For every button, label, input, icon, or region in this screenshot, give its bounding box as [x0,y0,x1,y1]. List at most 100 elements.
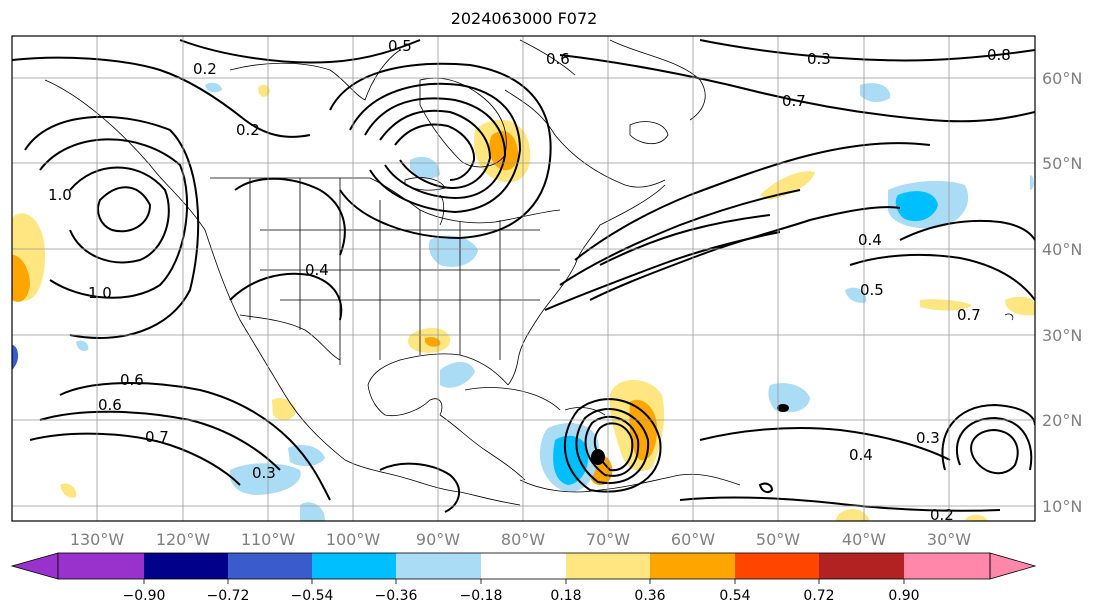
shade-negative [410,156,440,179]
shade-negative [76,340,89,352]
colorbar-segment [481,553,566,579]
colorbar-tick-label: −0.90 [123,588,166,604]
lon-label: 70°W [586,530,630,549]
us-canada-border [210,177,561,224]
contour-labels: 0.5 0.2 0.6 0.3 0.7 0.8 1.0 0.2 0.4 0.4 … [48,37,1011,521]
contour-line [59,382,331,501]
shade-negative [428,235,478,267]
colorbar-tick-label: 0.36 [634,588,665,604]
contour-line [12,56,311,138]
map-background [12,36,1035,521]
contour-line [29,432,241,486]
canary-islands [1004,313,1014,321]
lat-label: 40°N [1042,240,1082,259]
shade-negative [860,83,891,102]
shade-positive [258,84,270,97]
shade-positive [920,299,972,311]
contour-label: 0.5 [860,281,884,299]
lat-label: 10°N [1042,497,1082,516]
contour-label: 0.2 [236,121,260,139]
us-mexico-border [239,314,341,361]
contour-layer [12,39,1035,513]
contour-label: 0.2 [193,60,217,78]
contour-label: 0.3 [807,50,831,68]
contour-line [234,177,346,256]
lat-label: 60°N [1042,69,1082,88]
shade-positive [1005,296,1035,316]
shade-negative [300,502,325,521]
contour-line [559,189,801,286]
contour-line [379,462,460,513]
shade-positive [760,171,815,200]
newfoundland [629,121,669,145]
contour-line [379,109,492,190]
colorbar-tick-label: −0.54 [291,588,334,604]
colorbar-tick-label: −0.18 [460,588,503,604]
south-america-north [519,473,741,493]
colorbar-segment [650,553,735,579]
colorbar-segment [228,553,312,579]
yucatan [384,398,443,417]
baffin [519,39,576,76]
colorbar-segment [396,553,481,579]
shade-negative [440,361,475,388]
colorbar: −0.90 −0.72 −0.54 −0.36 −0.18 0.18 0.36 … [10,552,1037,604]
colorbar-segment [312,553,396,579]
contour-line [69,166,170,264]
colorbar-high-arrow [989,552,1037,580]
contour-line [849,253,1035,301]
shade-negative [288,445,325,467]
contour-label: 0.4 [849,446,873,464]
colorbar-segment [735,553,819,579]
shade-positive [835,509,870,521]
contour-label: 0.4 [305,261,329,279]
contour-label: 0.5 [388,37,412,55]
contour-label: 0.6 [120,371,144,389]
shade-positive [12,255,30,302]
lon-label: 90°W [416,530,460,549]
contour-line [364,97,507,200]
shade-negative [553,435,589,485]
contour-label: 0.8 [987,46,1011,64]
colorbar-segment [819,553,904,579]
contour-line [559,54,1035,123]
map-title: 2024063000 F072 [450,9,598,28]
lon-label: 100°W [326,530,381,549]
contour-line [599,214,771,266]
contour-line [584,415,640,477]
lat-label: 30°N [1042,326,1082,345]
colorbar-segment [144,553,228,579]
contour-line [941,403,1035,471]
contour-line [394,123,476,181]
contour-line [955,416,1033,471]
colorbar-segment [904,553,990,579]
hispaniola [564,407,606,416]
central-america [439,414,526,481]
contour-line [699,427,951,461]
contour-line [574,142,931,261]
colorbar-tick-label: 0.72 [803,588,834,604]
shade-negative [229,463,301,495]
cyclone-core [777,404,789,412]
shade-negative [845,287,867,303]
shade-positive [965,514,988,521]
lon-label: 130°W [70,530,125,549]
lon-label: 30°W [927,530,971,549]
lat-label: 50°N [1042,154,1082,173]
contour-line [179,39,421,64]
lon-label: 60°W [671,530,715,549]
colorbar-frame [57,552,991,580]
colorbar-tick-label: 0.90 [888,588,919,604]
shade-negative [205,82,222,93]
coastline-layer [44,39,1014,506]
contour-label: 1.0 [88,284,112,302]
lon-label: 110°W [241,530,296,549]
contour-label: 0.3 [252,464,276,482]
colorbar-tick-label: −0.72 [207,588,250,604]
contour-line [899,219,1035,241]
contour-line [758,482,774,494]
colorbar-tick-label: 0.54 [719,588,750,604]
contour-line [349,82,522,214]
contour-line [39,138,189,299]
